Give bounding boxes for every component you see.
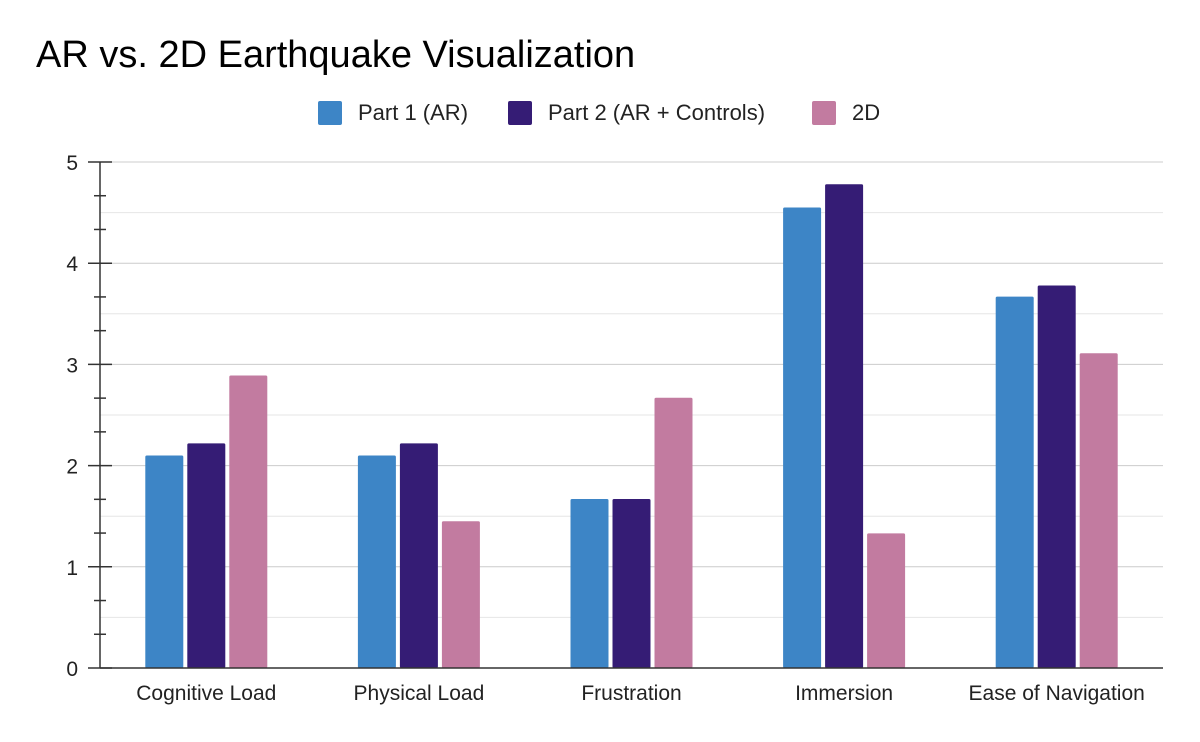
chart-title: AR vs. 2D Earthquake Visualization (36, 34, 636, 76)
legend-swatch-part-1-ar (318, 101, 342, 125)
legend-item-part-1-ar: Part 1 (AR) (318, 98, 468, 128)
x-tick-label: Cognitive Load (136, 682, 276, 705)
y-tick-label: 3 (66, 354, 78, 377)
x-tick-label: Immersion (795, 682, 893, 705)
y-tick-label: 2 (66, 456, 78, 479)
legend-label-2d: 2D (852, 100, 881, 125)
bar (612, 498, 651, 668)
bar (783, 207, 822, 669)
y-tick-label: 5 (66, 152, 78, 175)
x-tick-label: Ease of Navigation (969, 682, 1145, 705)
bar (399, 443, 438, 668)
bar (825, 184, 864, 669)
bar (867, 533, 906, 668)
y-tick-label: 0 (66, 658, 78, 681)
bar (187, 443, 226, 668)
bar (570, 498, 609, 668)
bar (1079, 353, 1118, 668)
bar (145, 455, 184, 668)
bar (229, 375, 268, 668)
legend-swatch-part-2-ar-controls (508, 101, 532, 125)
legend-item-2d: 2D (812, 98, 880, 128)
bar (357, 455, 396, 668)
y-tick-label: 1 (66, 557, 78, 580)
x-tick-label: Physical Load (354, 682, 485, 705)
legend-item-part-2-ar-controls: Part 2 (AR + Controls) (508, 98, 765, 128)
bar (654, 397, 693, 668)
legend: Part 1 (AR) Part 2 (AR + Controls) 2D (0, 98, 1200, 128)
bar (995, 296, 1034, 668)
bar (441, 521, 480, 668)
legend-label-part-2-ar-controls: Part 2 (AR + Controls) (548, 100, 766, 125)
x-tick-label: Frustration (581, 682, 681, 705)
y-tick-label: 4 (66, 253, 78, 276)
legend-label-part-1-ar: Part 1 (AR) (358, 100, 469, 125)
bar (1037, 285, 1076, 668)
legend-swatch-2d (812, 101, 836, 125)
